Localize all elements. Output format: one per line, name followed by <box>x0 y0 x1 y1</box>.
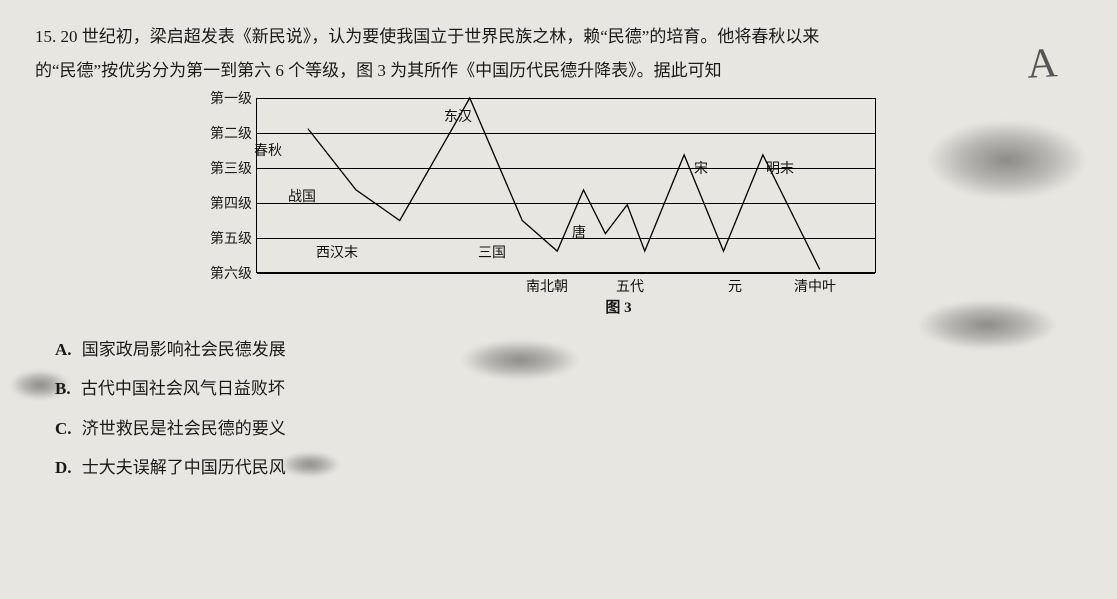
option-c[interactable]: C. 济世救民是社会民德的要义 <box>55 410 1087 447</box>
question-line2: 的“民德”按优劣分为第一到第六 6 个等级，图 3 为其所作《中国历代民德升降表… <box>35 61 722 80</box>
y-level-label: 第三级 <box>210 158 252 178</box>
chart-container: 第一级第二级第三级第四级第五级第六级 春秋战国西汉末东汉三国南北朝唐五代宋元明末… <box>200 98 920 288</box>
option-text-c: 济世救民是社会民德的要义 <box>82 419 286 438</box>
option-label-b: B. <box>55 379 71 398</box>
question-line1: 20 世纪初，梁启超发表《新民说》，认为要使我国立于世界民族之林，赖“民德”的培… <box>61 27 820 46</box>
data-point-label: 元 <box>728 276 742 296</box>
option-text-b: 古代中国社会风气日益败坏 <box>81 379 285 398</box>
option-text-d: 士大夫误解了中国历代民风 <box>82 458 286 477</box>
data-point-label: 三国 <box>478 242 506 262</box>
y-axis-labels: 第一级第二级第三级第四级第五级第六级 <box>200 98 256 288</box>
chart-caption: 图 3 <box>150 296 1087 317</box>
handwritten-answer: A <box>1025 39 1058 89</box>
data-point-label: 春秋 <box>254 140 282 160</box>
trend-line <box>308 98 820 270</box>
y-level-label: 第四级 <box>210 193 252 213</box>
option-b[interactable]: B. 古代中国社会风气日益败坏 <box>55 370 1087 407</box>
smudge <box>927 120 1087 200</box>
options-list: A. 国家政局影响社会民德发展 B. 古代中国社会风气日益败坏 C. 济世救民是… <box>30 331 1087 487</box>
y-level-label: 第一级 <box>210 88 252 108</box>
data-point-label: 清中叶 <box>794 276 836 296</box>
data-point-label: 南北朝 <box>526 276 568 296</box>
option-label-a: A. <box>55 340 72 359</box>
y-level-label: 第五级 <box>210 228 252 248</box>
data-point-label: 五代 <box>616 276 644 296</box>
data-point-label: 唐 <box>572 222 586 242</box>
y-level-label: 第二级 <box>210 123 252 143</box>
option-a[interactable]: A. 国家政局影响社会民德发展 <box>55 331 1087 368</box>
option-text-a: 国家政局影响社会民德发展 <box>82 340 286 359</box>
option-label-c: C. <box>55 419 72 438</box>
data-point-label: 战国 <box>288 186 316 206</box>
grid-line <box>257 273 875 274</box>
y-level-label: 第六级 <box>210 263 252 283</box>
option-d[interactable]: D. 士大夫误解了中国历代民风 <box>55 449 1087 486</box>
option-label-d: D. <box>55 458 72 477</box>
data-point-label: 西汉末 <box>316 242 358 262</box>
data-point-label: 东汉 <box>444 106 472 126</box>
question-number: 15. <box>35 27 56 46</box>
data-point-label: 明末 <box>766 158 794 178</box>
data-point-label: 宋 <box>694 158 708 178</box>
question-stem: 15. 20 世纪初，梁启超发表《新民说》，认为要使我国立于世界民族之林，赖“民… <box>30 20 1087 88</box>
